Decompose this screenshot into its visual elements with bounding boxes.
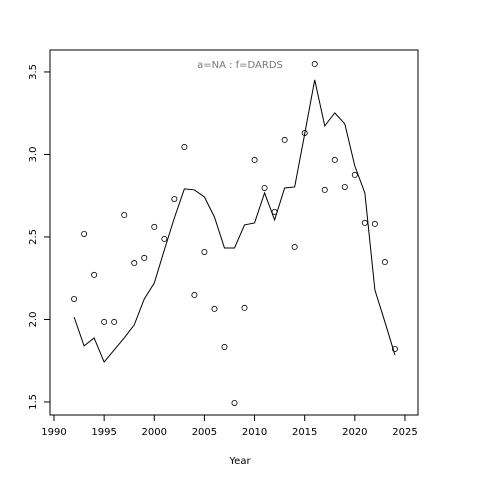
data-point [341,183,348,190]
data-point [131,260,138,267]
y-tick-label: 1.5 [28,394,39,410]
data-point [391,345,398,352]
x-axis-label: Year [228,456,251,467]
data-point [191,292,198,299]
x-tick-label: 2015 [292,427,317,438]
data-point [291,244,298,251]
data-point [111,318,118,325]
y-tick-label: 3.0 [28,146,39,162]
x-tick-label: 2025 [392,427,417,438]
data-point [281,136,288,143]
data-point [151,223,158,230]
y-tick-label: 2.0 [28,312,39,328]
x-tick-label: 2010 [242,427,267,438]
data-point [361,219,368,226]
data-point [181,144,188,151]
data-point [381,259,388,266]
data-point [121,212,128,219]
x-tick-label: 2005 [192,427,217,438]
data-point [101,318,108,325]
x-tick-label: 1990 [41,427,66,438]
data-point [81,230,88,237]
chart-title: a=NA : f=DARDS [197,60,283,71]
data-point [261,184,268,191]
data-point [351,171,358,178]
x-tick-label: 2020 [342,427,367,438]
data-point [221,344,228,351]
data-point [71,295,78,302]
y-tick-label: 2.5 [28,229,39,245]
data-point [171,196,178,203]
y-tick-label: 3.5 [28,64,39,80]
data-point [331,156,338,163]
data-point [201,248,208,255]
data-point [241,304,248,311]
x-tick-label: 1995 [91,427,116,438]
data-point [91,271,98,278]
data-point [321,186,328,193]
data-point [211,305,218,312]
x-tick-label: 2000 [142,427,167,438]
data-point [311,61,318,68]
data-point [141,254,148,261]
data-point [161,235,168,242]
data-line [73,79,396,363]
data-point [251,156,258,163]
data-point [371,220,378,227]
data-point [231,399,238,406]
